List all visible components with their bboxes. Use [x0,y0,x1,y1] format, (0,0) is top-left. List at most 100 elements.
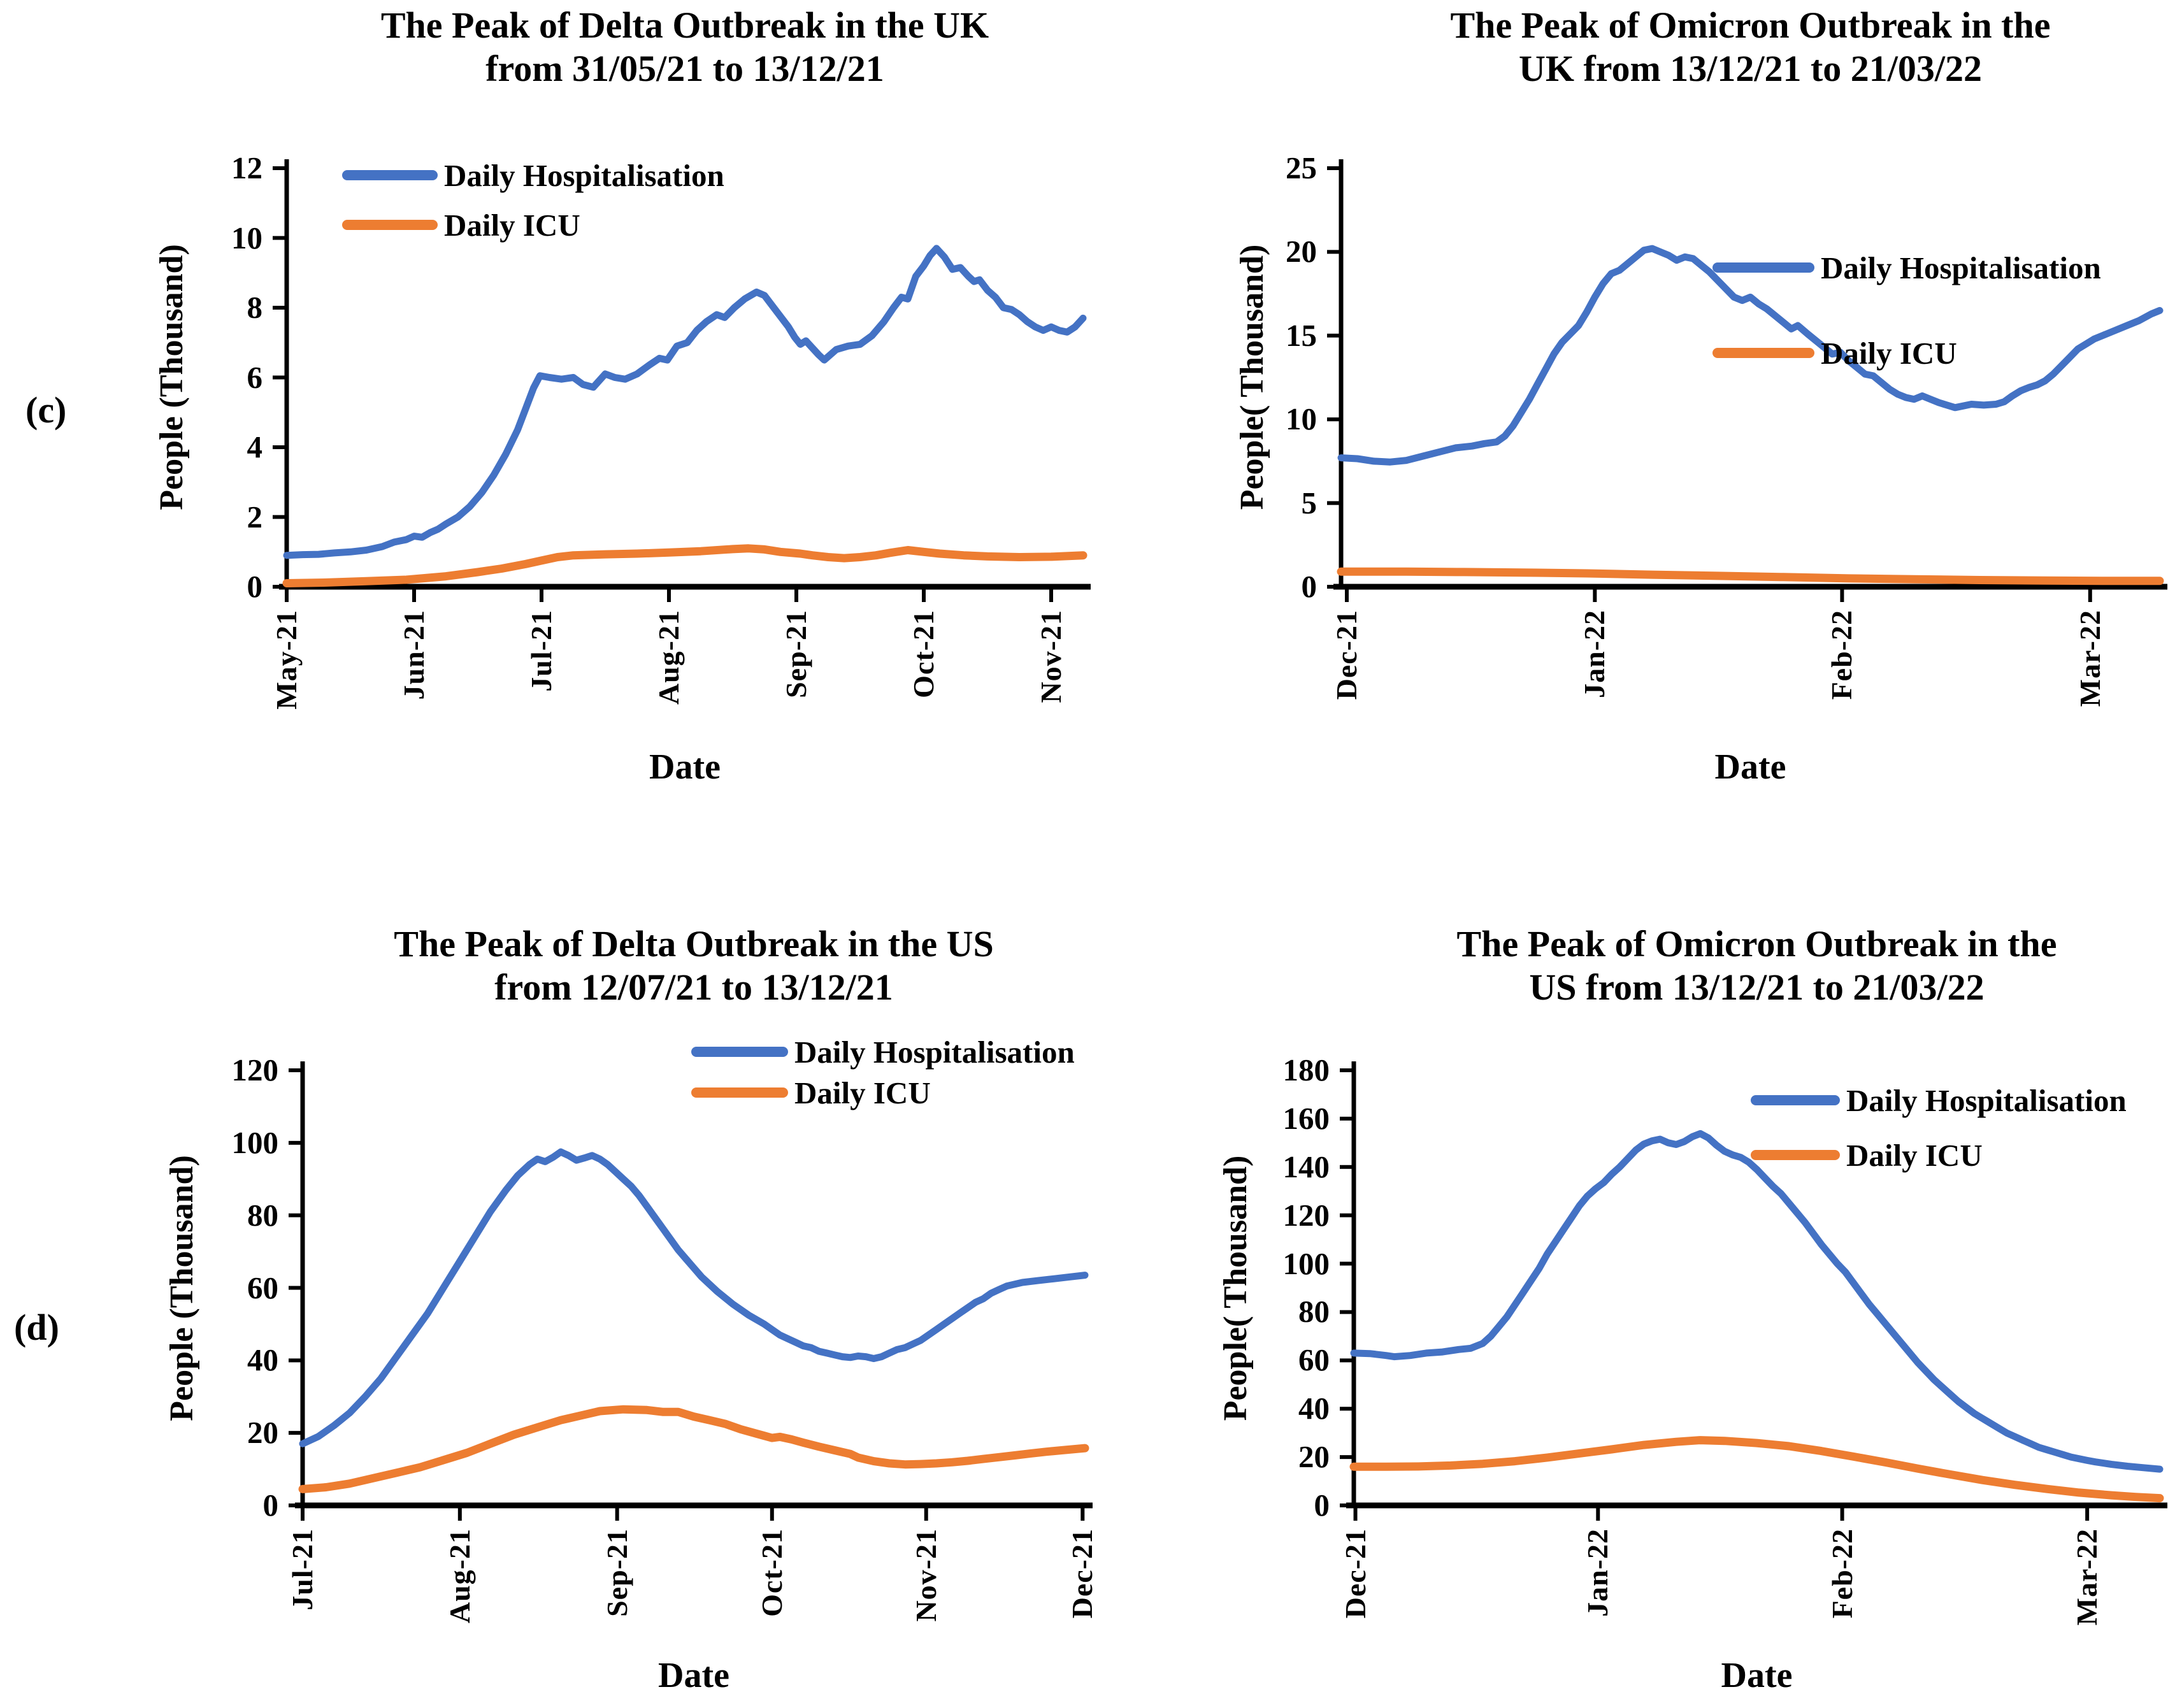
legend-label-hospitalisation: Daily Hospitalisation [794,1034,1075,1070]
legend-label-icu: Daily ICU [1846,1137,1983,1173]
x-tick-label: Feb-22 [1825,1528,1858,1619]
y-tick-label: 20 [1298,1439,1330,1475]
x-tick-label: Jul-21 [525,610,557,692]
legend-label-hospitalisation: Daily Hospitalisation [1821,250,2101,285]
legend-swatch-hospitalisation-icon [342,170,438,180]
legend-item-icu: Daily ICU [691,1075,1075,1110]
y-tick-label: 0 [1314,1488,1330,1523]
legend-swatch-icu-icon [691,1087,788,1098]
legend-label-hospitalisation: Daily Hospitalisation [1846,1082,2127,1118]
legend-swatch-icu-icon [1751,1150,1840,1160]
x-tick-label: Mar-22 [2073,610,2106,707]
legend-label-hospitalisation: Daily Hospitalisation [444,157,724,193]
x-tick-label: Aug-21 [443,1528,476,1624]
y-tick-label: 15 [1286,317,1317,353]
chart-title-us-delta: The Peak of Delta Outbreak in the US fro… [303,922,1085,1010]
x-tick-label: Sep-21 [780,610,812,698]
panel-row-label-d: (d) [14,1307,59,1348]
y-tick-label: 8 [247,290,263,325]
legend-item-hospitalisation: Daily Hospitalisation [1712,250,2101,285]
legend-swatch-hospitalisation-icon [1751,1095,1840,1105]
y-tick-label: 80 [247,1197,278,1233]
x-tick-label: Oct-21 [907,610,940,698]
y-tick-label: 100 [1282,1245,1330,1281]
y-tick-label: 2 [247,499,263,535]
legend-item-icu: Daily ICU [1712,335,2101,371]
panel-row-label-c: (c) [25,389,67,431]
x-tick-label: Sep-21 [600,1528,633,1617]
y-tick-label: 160 [1282,1100,1330,1136]
series-line-hospitalisation [1350,1130,2164,1473]
legend-swatch-hospitalisation-icon [691,1047,788,1057]
y-tick-label: 180 [1282,1052,1330,1087]
legend-item-hospitalisation: Daily Hospitalisation [342,157,724,193]
x-axis-label-us-delta: Date [658,1656,729,1695]
series-line-hospitalisation [1337,245,2164,466]
x-tick-label: Oct-21 [755,1528,788,1617]
y-tick-label: 60 [1298,1342,1330,1378]
legend-swatch-hospitalisation-icon [1712,262,1814,273]
x-tick-label: Jul-21 [286,1528,319,1611]
x-tick-label: Jun-21 [398,610,430,700]
chart-title-line1: The Peak of Delta Outbreak in the US [394,923,994,965]
y-tick-label: 0 [262,1488,279,1523]
chart-title-uk-omicron: The Peak of Omicron Outbreak in the UK f… [1341,4,2160,91]
legend-item-icu: Daily ICU [1751,1137,2127,1173]
y-tick-label: 0 [1301,569,1317,604]
y-tick-label: 20 [1286,234,1317,269]
chart-title-line2: from 12/07/21 to 13/12/21 [494,966,893,1008]
chart-title-line1: The Peak of Delta Outbreak in the UK [380,4,989,46]
x-tick-label: Jan-22 [1578,610,1611,698]
y-tick-label: 25 [1286,150,1317,185]
x-tick-label: Mar-22 [2071,1528,2104,1626]
y-tick-label: 4 [247,429,263,464]
y-tick-label: 0 [247,569,263,604]
x-tick-label: Jan-22 [1581,1528,1614,1617]
y-tick-label: 120 [231,1052,279,1087]
legend-uk-delta: Daily Hospitalisation Daily ICU [342,157,724,243]
legend-label-icu: Daily ICU [1821,335,1957,371]
x-tick-label: Dec-21 [1339,1528,1372,1619]
x-axis-label-uk-delta: Date [649,747,721,787]
y-tick-label: 6 [247,359,263,395]
legend-us-delta: Daily Hospitalisation Daily ICU [691,1035,1075,1110]
chart-title-line2: UK from 13/12/21 to 21/03/22 [1518,48,1983,90]
legend-us-omicron: Daily Hospitalisation Daily ICU [1751,1082,2127,1173]
y-tick-label: 10 [231,220,262,255]
y-tick-label: 40 [1298,1391,1330,1426]
y-tick-label: 80 [1298,1294,1330,1330]
x-tick-label: Dec-21 [1330,610,1363,700]
legend-item-hospitalisation: Daily Hospitalisation [1751,1082,2127,1118]
chart-title-line2: US from 13/12/21 to 21/03/22 [1529,966,1985,1008]
y-tick-label: 60 [247,1270,278,1305]
y-tick-label: 12 [231,150,262,185]
x-axis-label-us-omicron: Date [1721,1656,1793,1695]
x-tick-label: Nov-21 [909,1528,942,1622]
series-line-icu [282,544,1088,587]
x-tick-label: Feb-22 [1825,610,1858,700]
chart-title-uk-delta: The Peak of Delta Outbreak in the UK fro… [287,4,1083,91]
legend-swatch-icu-icon [342,220,438,230]
legend-uk-omicron: Daily Hospitalisation Daily ICU [1712,250,2101,371]
series-line-icu [298,1405,1089,1493]
legend-item-icu: Daily ICU [342,207,724,243]
y-tick-label: 140 [1282,1149,1330,1184]
chart-title-line1: The Peak of Omicron Outbreak in the [1450,4,2051,46]
legend-label-icu: Daily ICU [444,207,580,243]
x-tick-label: Aug-21 [652,610,685,705]
y-tick-label: 120 [1282,1197,1330,1233]
x-tick-label: May-21 [270,610,303,710]
series-line-icu [1349,1436,2164,1503]
series-line-icu [1337,567,2164,585]
y-tick-label: 100 [231,1124,279,1160]
series-line-hospitalisation [299,1148,1089,1447]
y-tick-label: 5 [1301,485,1317,520]
chart-title-us-omicron: The Peak of Omicron Outbreak in the US f… [1354,922,2160,1010]
chart-title-line1: The Peak of Omicron Outbreak in the [1456,923,2057,965]
y-axis-label-uk-omicron: People( Thousand) [1234,244,1270,510]
x-tick-label: Nov-21 [1035,610,1067,703]
y-tick-label: 40 [247,1342,278,1378]
y-tick-label: 10 [1286,401,1317,437]
